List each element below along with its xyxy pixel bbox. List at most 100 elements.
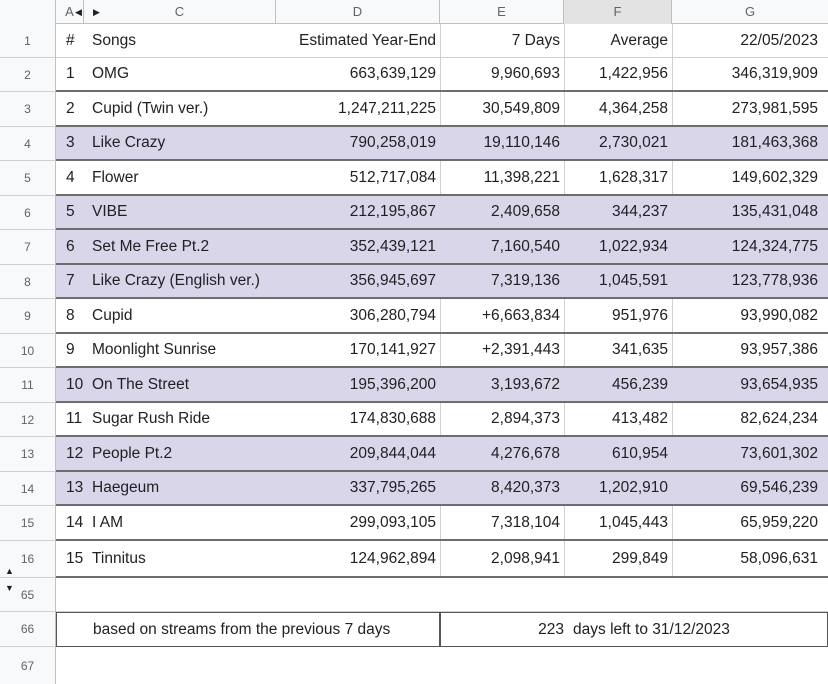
song-cell[interactable]: Moonlight Sunrise xyxy=(92,341,217,358)
estimated-cell[interactable]: 212,195,867 xyxy=(349,203,436,220)
estimated-cell[interactable]: 209,844,044 xyxy=(349,444,436,462)
empty-row[interactable] xyxy=(56,647,828,684)
row-header-11[interactable]: 11 xyxy=(0,368,56,403)
song-cell[interactable]: People Pt.2 xyxy=(92,444,173,462)
rank-cell[interactable]: 10 xyxy=(66,375,84,393)
row-header-65[interactable]: 65 xyxy=(0,578,56,612)
total-cell[interactable]: 73,601,302 xyxy=(740,444,818,462)
row-header-8[interactable]: 8 xyxy=(0,265,56,299)
estimated-cell[interactable]: 337,795,265 xyxy=(349,479,436,496)
total-cell[interactable]: 346,319,909 xyxy=(731,65,818,82)
table-row[interactable]: 7 Like Crazy (English ver.) 356,945,697 … xyxy=(56,265,828,299)
estimated-cell[interactable]: 174,830,688 xyxy=(349,410,436,427)
days7-cell[interactable]: 9,960,693 xyxy=(491,65,560,82)
days7-cell[interactable]: 2,098,941 xyxy=(491,549,560,567)
row-header-2[interactable]: 2 xyxy=(0,58,56,92)
table-row[interactable]: 3 Like Crazy 790,258,019 19,110,146 2,73… xyxy=(56,127,828,161)
days7-cell[interactable]: 8,420,373 xyxy=(491,479,560,496)
total-cell[interactable]: 93,990,082 xyxy=(740,306,818,324)
rank-cell[interactable]: 5 xyxy=(66,203,75,220)
total-cell[interactable]: 65,959,220 xyxy=(740,513,818,531)
days7-cell[interactable]: 7,160,540 xyxy=(491,237,560,255)
column-header-g[interactable]: G xyxy=(744,4,756,19)
days7-cell[interactable]: 2,409,658 xyxy=(491,203,560,220)
estimated-cell[interactable]: 170,141,927 xyxy=(349,341,436,358)
estimated-cell[interactable]: 124,962,894 xyxy=(349,549,436,567)
empty-row[interactable] xyxy=(56,578,828,612)
row-header-13[interactable]: 13 xyxy=(0,437,56,472)
rank-cell[interactable]: 1 xyxy=(66,65,75,82)
hidden-column-left-arrow-icon[interactable]: ◀ xyxy=(75,7,82,17)
total-cell[interactable]: 93,654,935 xyxy=(740,375,818,393)
row-header-16[interactable]: 16 xyxy=(0,541,56,578)
hidden-rows-up-arrow-icon[interactable]: ▲ xyxy=(5,566,14,576)
total-cell[interactable]: 69,546,239 xyxy=(740,479,818,496)
estimated-cell[interactable]: 299,093,105 xyxy=(349,513,436,531)
average-cell[interactable]: 344,237 xyxy=(611,203,668,220)
row-header-3[interactable]: 3 xyxy=(0,92,56,127)
total-cell[interactable]: 82,624,234 xyxy=(740,410,818,427)
days7-cell[interactable]: 3,193,672 xyxy=(491,375,560,393)
footer-note-cell[interactable]: based on streams from the previous 7 day… xyxy=(56,612,440,647)
rank-cell[interactable]: 14 xyxy=(66,513,84,531)
estimated-cell[interactable]: 512,717,084 xyxy=(349,168,436,186)
rank-cell[interactable]: 12 xyxy=(66,444,84,462)
total-cell[interactable]: 135,431,048 xyxy=(731,203,818,220)
table-row[interactable]: 10 On The Street 195,396,200 3,193,672 4… xyxy=(56,368,828,403)
select-all-corner[interactable] xyxy=(0,0,56,24)
average-cell[interactable]: 413,482 xyxy=(611,410,668,427)
rank-cell[interactable]: 9 xyxy=(66,341,75,358)
days7-cell[interactable]: 11,398,221 xyxy=(483,168,560,186)
estimated-cell[interactable]: 306,280,794 xyxy=(349,306,436,324)
table-row[interactable]: 8 Cupid 306,280,794 +6,663,834 951,976 9… xyxy=(56,299,828,334)
estimated-cell[interactable]: 356,945,697 xyxy=(349,272,436,289)
row-header-4[interactable]: 4 xyxy=(0,127,56,161)
average-cell[interactable]: 1,045,443 xyxy=(599,513,668,531)
days7-cell[interactable]: 7,318,104 xyxy=(491,513,560,531)
average-cell[interactable]: 1,422,956 xyxy=(599,65,668,82)
column-header-e[interactable]: E xyxy=(440,0,564,24)
total-cell[interactable]: 58,096,631 xyxy=(740,549,818,567)
average-cell[interactable]: 1,628,317 xyxy=(599,168,668,186)
column-header-d[interactable]: D xyxy=(276,0,440,24)
song-cell[interactable]: Set Me Free Pt.2 xyxy=(92,237,210,255)
column-header-c[interactable]: C xyxy=(84,0,276,24)
row-header-1[interactable]: 1 xyxy=(0,24,56,58)
rank-cell[interactable]: 4 xyxy=(66,168,75,186)
total-cell[interactable]: 93,957,386 xyxy=(740,341,818,358)
hidden-rows-down-arrow-icon[interactable]: ▼ xyxy=(5,583,14,593)
days7-cell[interactable]: 30,549,809 xyxy=(482,99,560,117)
song-cell[interactable]: Like Crazy xyxy=(92,134,166,151)
song-cell[interactable]: Haegeum xyxy=(92,479,160,496)
rank-cell[interactable]: 8 xyxy=(66,306,75,324)
song-cell[interactable]: On The Street xyxy=(92,375,190,393)
average-cell[interactable]: 1,045,591 xyxy=(599,272,668,289)
hidden-column-right-arrow-icon[interactable]: ▶ xyxy=(93,7,100,17)
table-row[interactable]: 14 I AM 299,093,105 7,318,104 1,045,443 … xyxy=(56,506,828,541)
rank-cell[interactable]: 7 xyxy=(66,272,75,289)
average-cell[interactable]: 1,202,910 xyxy=(599,479,668,496)
days7-cell[interactable]: +2,391,443 xyxy=(481,341,560,358)
average-cell[interactable]: 2,730,021 xyxy=(599,134,668,151)
average-cell[interactable]: 1,022,934 xyxy=(599,237,668,255)
average-cell[interactable]: 951,976 xyxy=(611,306,668,324)
row-header-9[interactable]: 9 xyxy=(0,299,56,334)
table-row[interactable]: 2 Cupid (Twin ver.) 1,247,211,225 30,549… xyxy=(56,92,828,127)
total-cell[interactable]: 124,324,775 xyxy=(731,237,818,255)
days7-cell[interactable]: 4,276,678 xyxy=(491,444,560,462)
table-row[interactable]: 5 VIBE 212,195,867 2,409,658 344,237 135… xyxy=(56,196,828,230)
days7-cell[interactable]: +6,663,834 xyxy=(481,306,560,324)
estimated-cell[interactable]: 663,639,129 xyxy=(349,65,436,82)
estimated-cell[interactable]: 1,247,211,225 xyxy=(338,99,436,117)
days7-cell[interactable]: 7,319,136 xyxy=(491,272,560,289)
average-cell[interactable]: 4,364,258 xyxy=(599,99,668,117)
row-header-5[interactable]: 5 xyxy=(0,161,56,196)
row-header-7[interactable]: 7 xyxy=(0,230,56,265)
row-header-67[interactable]: 67 xyxy=(0,647,56,684)
average-cell[interactable]: 456,239 xyxy=(611,375,668,393)
days-left-cell[interactable]: 223 days left to 31/12/2023 xyxy=(440,612,828,647)
rank-cell[interactable]: 11 xyxy=(66,410,83,427)
total-cell[interactable]: 123,778,936 xyxy=(731,272,818,289)
row-header-14[interactable]: 14 xyxy=(0,472,56,506)
average-cell[interactable]: 610,954 xyxy=(611,444,668,462)
